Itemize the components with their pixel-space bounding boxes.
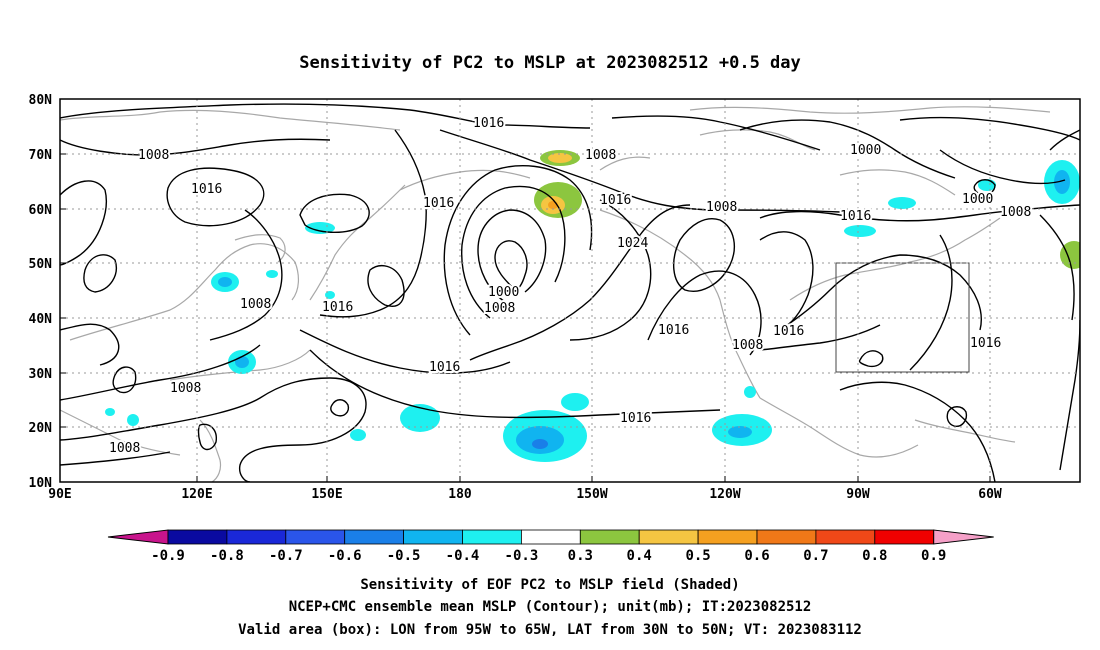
colorbar-swatch [874, 529, 935, 545]
contour-label: 1008 [585, 148, 616, 163]
contour-label: 1008 [1000, 205, 1031, 220]
colorbar-label: -0.9 [151, 548, 185, 564]
contour-label: 1016 [600, 193, 631, 208]
contour-label: 1008 [484, 301, 515, 316]
lat-label: 80N [29, 93, 53, 108]
colorbar-label: 0.5 [685, 548, 710, 564]
lat-label: 40N [29, 312, 53, 327]
colorbar-swatch [167, 529, 228, 545]
lat-label: 30N [29, 367, 53, 382]
contour-label: 1008 [170, 381, 201, 396]
colorbar-label: -0.3 [505, 548, 539, 564]
lat-label: 20N [29, 421, 53, 436]
colorbar-label: 0.4 [627, 548, 652, 564]
colorbar-swatch [285, 529, 346, 545]
contour-label: 1016 [429, 360, 460, 375]
colorbar-swatch [462, 529, 522, 545]
map-title: Sensitivity of PC2 to MSLP at 2023082512… [299, 53, 801, 73]
colorbar-label: 0.3 [568, 548, 593, 564]
lon-label: 90W [846, 487, 870, 502]
caption-line-2: NCEP+CMC ensemble mean MSLP (Contour); u… [289, 599, 812, 615]
contour-label: 1008 [240, 297, 271, 312]
lat-label: 50N [29, 257, 53, 272]
axis-ticks [60, 98, 991, 482]
contour-label-group: 1016 1008 1008 1016 1016 1000 1016 1008 … [107, 114, 1033, 458]
contour-label: 1016 [191, 182, 222, 197]
colorbar-low-arrow [107, 529, 169, 545]
contour-label: 1000 [850, 143, 881, 158]
lon-label: 180 [448, 487, 472, 502]
contour-label: 1000 [962, 192, 993, 207]
contour-label: 1016 [970, 336, 1001, 351]
lat-label: 10N [29, 476, 53, 491]
contour-label: 1008 [138, 148, 169, 163]
colorbar-label: -0.5 [387, 548, 421, 564]
colorbar-swatch [815, 529, 876, 545]
contour-label: 1008 [732, 338, 763, 353]
contour-label: 1000 [488, 285, 519, 300]
colorbar-label: -0.8 [210, 548, 244, 564]
sensitivity-shading [105, 150, 1080, 462]
colorbar-label: -0.6 [328, 548, 362, 564]
contour-label: 1016 [840, 209, 871, 224]
contour-label-1016-east: 1016 [620, 411, 651, 426]
contour-label: 1016 [658, 323, 689, 338]
colorbar-high-arrow [933, 529, 994, 545]
caption-line-1: Sensitivity of EOF PC2 to MSLP field (Sh… [360, 577, 739, 593]
coastlines [60, 106, 1051, 482]
contour-label: 1024 [617, 236, 648, 251]
colorbar-label: 0.9 [921, 548, 946, 564]
colorbar-label: 0.8 [862, 548, 887, 564]
colorbar-swatch [344, 529, 405, 545]
lat-label: 70N [29, 148, 53, 163]
lon-label: 120E [181, 487, 212, 502]
lat-lon-grid [60, 99, 1080, 482]
colorbar-label: -0.4 [446, 548, 480, 564]
colorbar-swatch [403, 529, 463, 545]
lon-label: 150W [576, 487, 607, 502]
contour-label: 1016 [423, 196, 454, 211]
lat-label: 60N [29, 203, 53, 218]
colorbar: -0.9 -0.8 -0.7 -0.6 -0.5 -0.4 -0.3 0.3 0.4 0.5 0.6… [107, 529, 994, 564]
captions: Sensitivity of EOF PC2 to MSLP field (Sh… [238, 577, 862, 638]
contour-label: 1008 [109, 441, 140, 456]
caption-line-3: Valid area (box): LON from 95W to 65W, L… [238, 622, 862, 638]
colorbar-label: 0.7 [803, 548, 828, 564]
lon-label: 90E [48, 487, 71, 502]
colorbar-label: -0.7 [269, 548, 303, 564]
colorbar-swatch [756, 529, 817, 545]
colorbar-swatch [579, 529, 640, 545]
colorbar-swatch [521, 529, 581, 545]
contour-label: 1008 [706, 200, 737, 215]
map-frame [59, 98, 1081, 483]
mslp-contours [60, 103, 1080, 482]
lon-label: 120W [709, 487, 740, 502]
lon-label: 150E [311, 487, 342, 502]
colorbar-swatch [638, 529, 699, 545]
colorbar-swatch [697, 529, 758, 545]
lon-label: 60W [978, 487, 1002, 502]
lon-labels: 90E 120E 150E 180 150W 120W 90W 60W [48, 487, 1002, 502]
lat-labels: 80N 70N 60N 50N 40N 30N 20N 10N [29, 93, 53, 491]
contour-label: 1016 [473, 116, 504, 131]
contour-label: 1016 [322, 300, 353, 315]
colorbar-swatch [226, 529, 287, 545]
contour-label: 1016 [773, 324, 804, 339]
colorbar-label: 0.6 [744, 548, 769, 564]
